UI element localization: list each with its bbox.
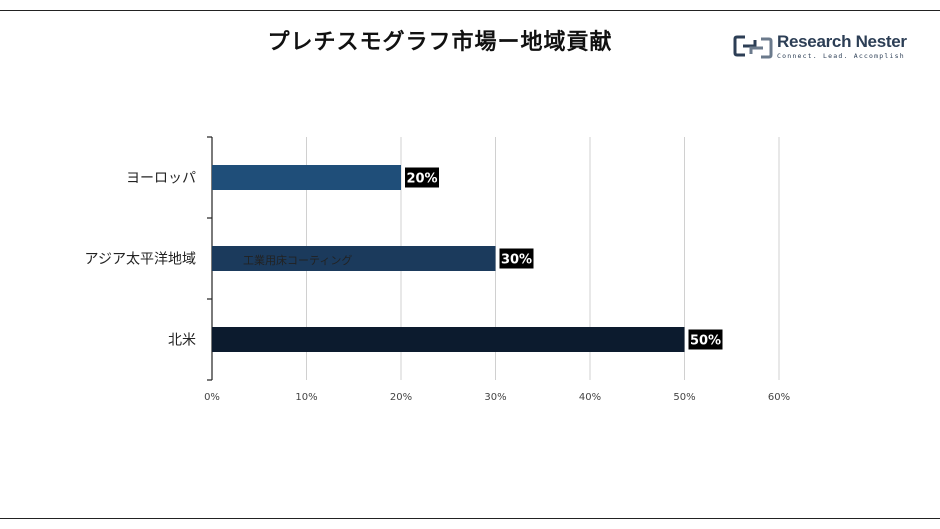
- bar: [212, 165, 401, 190]
- bar: [212, 246, 496, 271]
- logo-tagline: Connect. Lead. Accomplish: [777, 52, 905, 60]
- x-tick-label: 40%: [579, 392, 601, 403]
- bar: [212, 327, 685, 352]
- overlay-text: 工業用床コーティング: [243, 254, 353, 267]
- data-label-background: [688, 329, 723, 350]
- x-tick-label: 30%: [484, 392, 506, 403]
- logo-name: Research Nester: [777, 32, 907, 51]
- x-tick-label: 0%: [204, 392, 220, 403]
- research-nester-logo: Research Nester Connect. Lead. Accomplis…: [733, 32, 907, 64]
- chart-title: プレチスモグラフ市場ー地域貢献: [267, 30, 613, 55]
- data-label-background: [405, 167, 439, 188]
- data-label: 30%: [501, 253, 532, 268]
- x-tick-label: 50%: [673, 392, 695, 403]
- logo-icon: [733, 35, 773, 59]
- y-category-label: ヨーロッパ: [126, 171, 196, 187]
- top-border: [0, 10, 940, 11]
- data-label-background: [499, 248, 534, 269]
- x-tick-label: 10%: [295, 392, 317, 403]
- data-label: 50%: [690, 334, 721, 349]
- x-tick-label: 60%: [768, 392, 790, 403]
- x-tick-label: 20%: [390, 392, 412, 403]
- bottom-border: [0, 518, 940, 519]
- y-category-label: アジア太平洋地域: [85, 252, 196, 268]
- data-label: 20%: [406, 172, 437, 187]
- y-category-label: 北米: [168, 333, 196, 349]
